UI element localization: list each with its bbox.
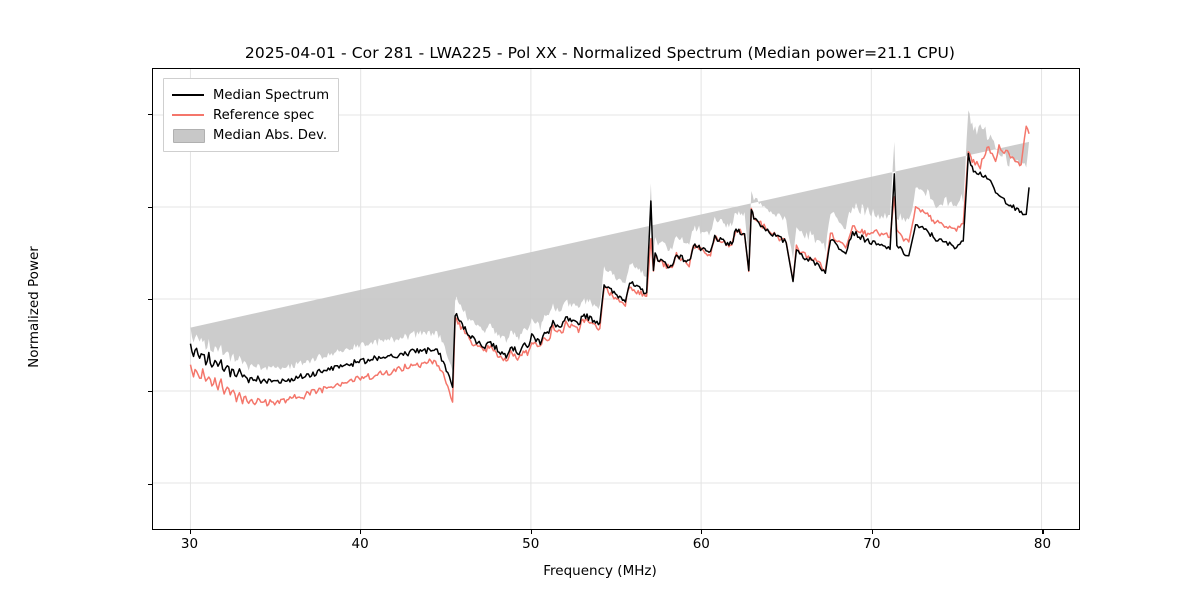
- y-axis-label: Normalized Power: [26, 246, 42, 368]
- x-tick-label: 60: [692, 536, 710, 552]
- y-tick-mark: [148, 483, 152, 485]
- legend-label-reference: Reference spec: [213, 107, 315, 123]
- x-tick-mark: [530, 530, 532, 534]
- legend-item-median: Median Spectrum: [172, 85, 329, 105]
- x-tick-label: 40: [351, 536, 369, 552]
- x-tick-mark: [1042, 530, 1044, 534]
- mad-band: [190, 110, 1030, 372]
- y-tick-mark: [148, 206, 152, 208]
- legend-key-mad: [172, 128, 205, 143]
- y-tick-mark: [148, 299, 152, 301]
- x-tick-mark: [189, 530, 191, 534]
- legend-item-reference: Reference spec: [172, 105, 329, 125]
- legend-label-mad: Median Abs. Dev.: [213, 127, 328, 143]
- x-tick-mark: [871, 530, 873, 534]
- x-tick-mark: [701, 530, 703, 534]
- x-tick-label: 50: [522, 536, 540, 552]
- x-axis-label: Frequency (MHz): [543, 563, 657, 579]
- legend-item-mad: Median Abs. Dev.: [172, 125, 329, 145]
- x-tick-label: 30: [180, 536, 199, 552]
- legend-key-reference: [172, 108, 204, 122]
- median-spectrum-line: [189, 152, 1030, 389]
- legend-key-median: [172, 88, 204, 102]
- y-tick-mark: [148, 114, 152, 116]
- chart-title: 2025-04-01 - Cor 281 - LWA225 - Pol XX -…: [244, 44, 956, 62]
- x-tick-label: 70: [863, 536, 881, 552]
- x-tick-mark: [360, 530, 362, 534]
- legend: Median Spectrum Reference spec Median Ab…: [163, 78, 340, 152]
- plot-canvas: [153, 69, 1079, 529]
- legend-label-median: Median Spectrum: [213, 87, 330, 103]
- y-tick-mark: [148, 391, 152, 393]
- x-tick-label: 80: [1033, 536, 1052, 552]
